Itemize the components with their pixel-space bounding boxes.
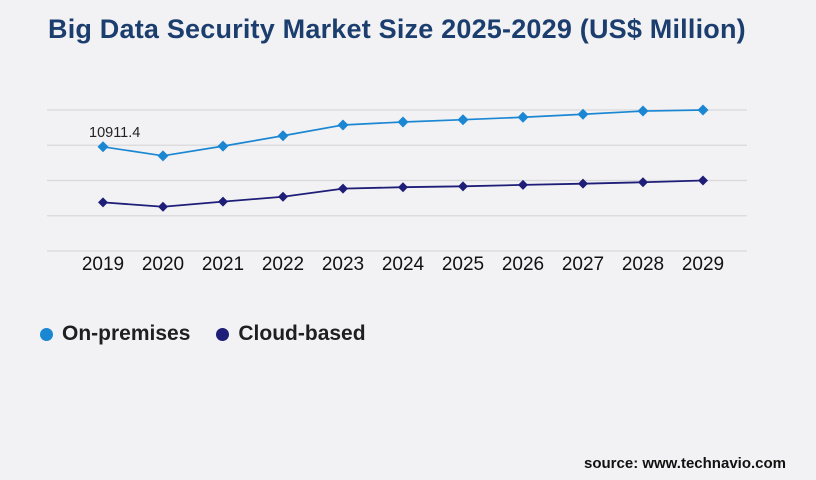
legend-item-cloud-based: Cloud-based bbox=[216, 322, 366, 346]
data-point-marker-cloud-based bbox=[98, 197, 108, 208]
x-axis-label: 2028 bbox=[622, 254, 664, 275]
data-point-marker-cloud-based bbox=[398, 182, 408, 193]
data-point-marker-on-premises bbox=[457, 114, 469, 126]
legend: On-premises Cloud-based bbox=[40, 322, 366, 346]
data-point-marker-cloud-based bbox=[518, 179, 528, 190]
data-point-marker-on-premises bbox=[697, 104, 709, 116]
data-label: 10911.4 bbox=[89, 125, 140, 141]
data-point-marker-on-premises bbox=[577, 108, 589, 120]
data-point-marker-on-premises bbox=[337, 119, 349, 131]
legend-label-cloud-based: Cloud-based bbox=[238, 322, 366, 345]
chart-title: Big Data Security Market Size 2025-2029 … bbox=[48, 14, 746, 44]
source-text: source: www.technavio.com bbox=[584, 455, 786, 472]
x-axis-label: 2023 bbox=[322, 254, 364, 275]
x-axis-label: 2025 bbox=[442, 254, 484, 275]
data-point-marker-cloud-based bbox=[158, 201, 168, 212]
data-point-marker-on-premises bbox=[97, 141, 109, 153]
cloud-based-dot-icon bbox=[216, 327, 230, 341]
data-point-marker-cloud-based bbox=[698, 175, 708, 186]
data-point-marker-on-premises bbox=[637, 105, 649, 117]
x-axis-label: 2027 bbox=[562, 254, 604, 275]
data-point-marker-on-premises bbox=[277, 130, 289, 142]
x-axis-label: 2029 bbox=[682, 254, 724, 275]
data-point-marker-on-premises bbox=[217, 140, 229, 152]
legend-item-on-premises: On-premises bbox=[40, 322, 190, 346]
data-point-marker-cloud-based bbox=[578, 178, 588, 189]
x-axis-label: 2024 bbox=[382, 254, 425, 275]
x-axis-label: 2021 bbox=[202, 254, 244, 275]
data-point-marker-cloud-based bbox=[278, 191, 288, 202]
data-point-marker-cloud-based bbox=[338, 183, 348, 194]
x-axis-label: 2020 bbox=[142, 254, 184, 275]
data-point-marker-cloud-based bbox=[218, 196, 228, 207]
data-point-marker-on-premises bbox=[157, 150, 169, 162]
x-axis-label: 2022 bbox=[262, 254, 304, 275]
data-point-marker-cloud-based bbox=[458, 181, 468, 192]
data-point-marker-on-premises bbox=[397, 116, 409, 128]
line-chart: 2019 2020 2021 2022 2023 2024 2025 2026 2027 2028… bbox=[47, 104, 747, 275]
data-point-marker-cloud-based bbox=[638, 177, 648, 188]
legend-label-on-premises: On-premises bbox=[62, 322, 191, 345]
data-point-marker-on-premises bbox=[517, 111, 529, 123]
x-axis-label: 2019 bbox=[82, 254, 124, 275]
on-premises-dot-icon bbox=[40, 327, 53, 341]
x-axis-label: 2026 bbox=[502, 254, 544, 275]
